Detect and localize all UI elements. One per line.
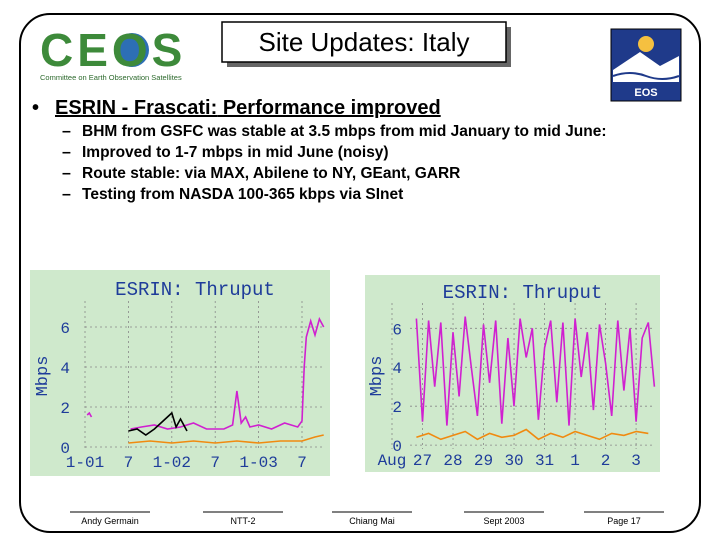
x-tick-label: 1-03 — [239, 454, 277, 472]
y-tick-label: 4 — [392, 360, 402, 378]
title-box — [221, 21, 507, 63]
x-tick-label: 31 — [535, 452, 554, 470]
eos-sun — [638, 36, 654, 52]
chart-background — [365, 275, 660, 472]
x-tick-label: 7 — [297, 454, 307, 472]
y-tick-label: 6 — [60, 320, 70, 338]
eos-mountain — [613, 52, 679, 82]
y-tick-label: 0 — [392, 438, 402, 456]
x-tick-label: 29 — [474, 452, 493, 470]
eos-text: EOS — [634, 87, 657, 99]
y-tick-label: 6 — [392, 321, 402, 339]
footer-text: Andy Germain — [81, 516, 139, 526]
globe — [115, 33, 149, 67]
y-axis-label: Mbps — [368, 356, 387, 397]
heading: ESRIN - Frascati: — [55, 97, 217, 119]
heading-text: Performance improved — [217, 97, 440, 119]
footer-text: NTT-2 — [230, 516, 255, 526]
series-line — [416, 428, 649, 441]
sub-bullet: BHM from GSFC was stable at 3.5 mbps fro… — [82, 123, 607, 140]
x-tick-label: 3 — [631, 452, 641, 470]
bullet-dot: • — [32, 97, 39, 119]
x-tick-label: 2 — [601, 452, 611, 470]
x-tick-label: 7 — [124, 454, 134, 472]
x-tick-label: 27 — [413, 452, 432, 470]
series-line — [415, 316, 656, 426]
sub-bullet: Route stable: via MAX, Abilene to NY, GE… — [82, 165, 460, 182]
footer: Andy Germain NTT-2 Chiang Mai Sept 2003 Page… — [70, 511, 664, 526]
footer-text: Sept 2003 — [483, 516, 524, 526]
chart-title: ESRIN: Thruput — [115, 279, 275, 301]
bullet-heading: ESRIN - Frascati: Performance improved — [55, 97, 441, 119]
dash: – — [62, 186, 71, 203]
y-tick-label: 4 — [60, 360, 70, 378]
chart-title: ESRIN: Thruput — [443, 282, 603, 304]
x-tick-label: Aug — [378, 452, 407, 470]
y-tick-label: 0 — [60, 440, 70, 458]
slide-title: Site Updates: Italy — [259, 27, 470, 57]
x-tick-label: 7 — [210, 454, 220, 472]
ceos-logo: CEOS Committee on Earth Observation Sate… — [40, 24, 186, 82]
x-tick-label: 1 — [570, 452, 580, 470]
sub-bullets: – BHM from GSFC was stable at 3.5 mbps fr… — [62, 123, 607, 203]
footer-text: Chiang Mai — [349, 516, 395, 526]
x-tick-label: 1-01 — [66, 454, 104, 472]
y-tick-label: 2 — [60, 400, 70, 418]
sub-bullet: Testing from NASDA 100-365 kbps via SIne… — [82, 186, 403, 203]
x-tick-label: 30 — [504, 452, 523, 470]
eos-wave — [612, 72, 680, 80]
dash: – — [62, 144, 71, 161]
y-axis-label: Mbps — [34, 356, 53, 397]
dash: – — [62, 165, 71, 182]
y-tick-label: 2 — [392, 399, 402, 417]
logo-text: CEOS — [40, 24, 186, 76]
chart: ESRIN: Thruput Mbps 0 2 4 6 1-01 7 1-02 7 1-03 7 — [30, 270, 330, 476]
dash: – — [62, 123, 71, 140]
eos-logo: EOS — [610, 28, 682, 102]
footer-text: Page 17 — [607, 516, 641, 526]
series-line — [86, 316, 325, 430]
chart: ESRIN: Thruput Mbps 0 2 4 6 Aug 27 28 29 30 31 1 2 3 — [365, 275, 660, 472]
series-line — [128, 411, 188, 436]
sub-bullet: Improved to 1-7 mbps in mid June (noisy) — [82, 144, 389, 161]
series-line — [128, 434, 324, 444]
x-tick-label: 28 — [443, 452, 462, 470]
logo-subtitle: Committee on Earth Observation Satellite… — [40, 73, 182, 82]
x-tick-label: 1-02 — [153, 454, 191, 472]
